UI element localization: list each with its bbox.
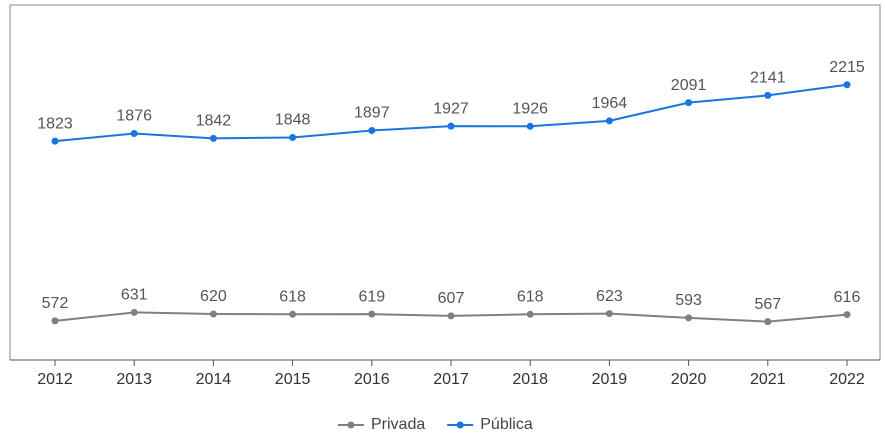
data-label: 593 [675, 292, 702, 309]
plot-frame [9, 4, 881, 360]
data-point [764, 318, 772, 326]
data-point [209, 310, 217, 318]
data-label: 631 [121, 287, 148, 304]
data-label: 567 [754, 296, 781, 313]
data-label: 1842 [196, 113, 232, 130]
x-tick-label: 2013 [116, 371, 152, 388]
x-tick-label: 2015 [275, 371, 311, 388]
x-tick-label: 2020 [671, 371, 707, 388]
x-tick-label: 2017 [433, 371, 469, 388]
data-label: 2091 [671, 77, 707, 94]
data-label: 618 [279, 289, 306, 306]
data-point [130, 308, 138, 316]
data-label: 1927 [433, 100, 469, 117]
data-label: 2215 [829, 59, 865, 76]
data-label: 572 [42, 295, 69, 312]
data-point [843, 81, 851, 89]
x-tick-label: 2019 [592, 371, 628, 388]
data-label: 1876 [116, 108, 152, 125]
data-label: 619 [358, 288, 385, 305]
data-label: 1897 [354, 105, 390, 122]
data-point [685, 314, 693, 322]
data-label: 620 [200, 288, 227, 305]
x-tick-label: 2012 [37, 371, 73, 388]
data-label: 1926 [512, 101, 548, 118]
data-point [764, 91, 772, 99]
data-label: 616 [834, 289, 861, 306]
data-point [289, 134, 297, 142]
legend-dot [347, 421, 355, 429]
data-label: 1848 [275, 112, 311, 129]
data-point [605, 310, 613, 318]
x-tick-label: 2016 [354, 371, 390, 388]
x-tick-label: 2021 [750, 371, 786, 388]
data-point [685, 99, 693, 107]
data-point [605, 117, 613, 125]
data-label: 1823 [37, 115, 73, 132]
data-point [209, 134, 217, 142]
data-point [526, 122, 534, 130]
legend-label: Privada [371, 416, 425, 433]
legend-dot [456, 421, 464, 429]
legend-label: Pública [480, 416, 533, 433]
x-tick-label: 2022 [829, 371, 865, 388]
data-point [289, 310, 297, 318]
data-label: 607 [438, 290, 465, 307]
data-label: 2141 [750, 70, 786, 87]
data-point [447, 312, 455, 320]
data-label: 618 [517, 289, 544, 306]
data-point [843, 311, 851, 319]
data-point [526, 310, 534, 318]
data-label: 1964 [592, 95, 628, 112]
data-label: 623 [596, 288, 623, 305]
data-point [130, 129, 138, 137]
data-point [368, 310, 376, 318]
x-tick-label: 2014 [196, 371, 232, 388]
data-point [51, 317, 59, 325]
data-point [447, 122, 455, 130]
x-tick-label: 2018 [512, 371, 548, 388]
data-point [368, 126, 376, 134]
data-point [51, 137, 59, 145]
